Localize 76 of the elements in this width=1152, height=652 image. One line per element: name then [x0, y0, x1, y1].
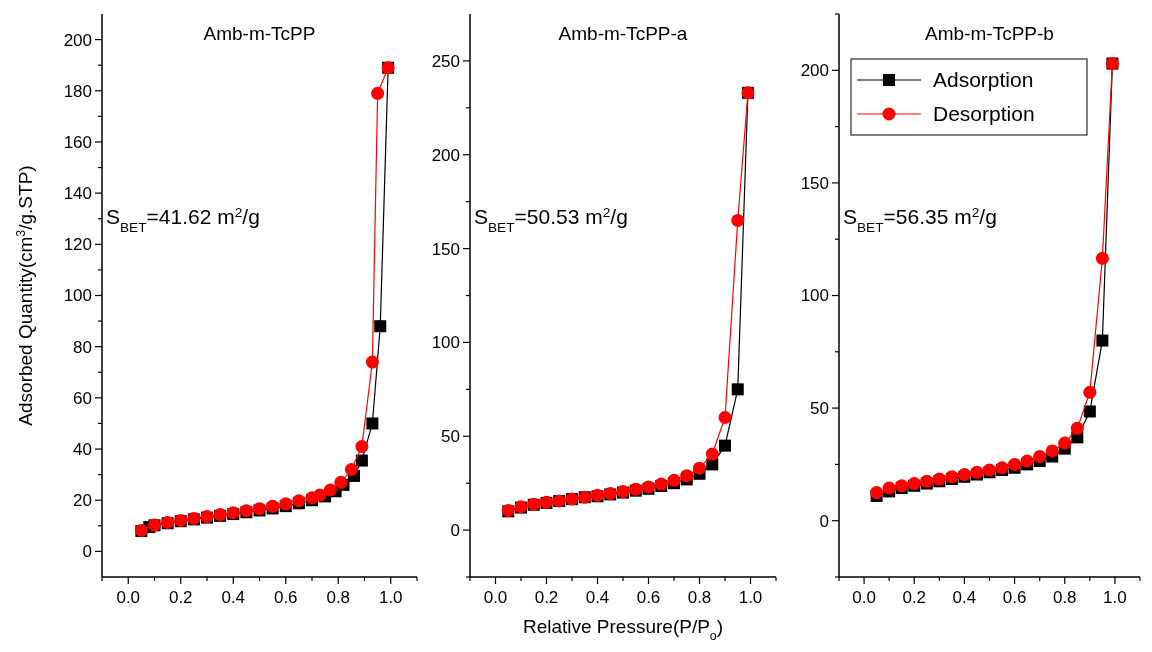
y-tick-label: 250 — [431, 51, 460, 71]
x-tick-label: 0.8 — [1052, 588, 1077, 607]
point — [1008, 457, 1022, 471]
point — [1020, 454, 1034, 468]
point — [719, 439, 731, 452]
point — [680, 469, 694, 483]
point — [731, 213, 745, 227]
point — [323, 483, 337, 497]
x-tick-label: 1.0 — [738, 588, 763, 607]
x-tick-label: 0.8 — [326, 588, 351, 607]
y-tick-label: 200 — [63, 30, 92, 50]
x-tick-label: 0.6 — [636, 588, 661, 607]
y-tick-label: 180 — [63, 81, 92, 101]
x-tick-label: 0.8 — [687, 588, 712, 607]
y-tick-label: 100 — [800, 286, 829, 306]
point — [1095, 251, 1109, 265]
x-tick-label: 0.0 — [483, 588, 508, 607]
y-tick-label: 60 — [73, 388, 92, 408]
annotation: S$_{BET}$=56.35 m$^{2}$/g — [843, 204, 997, 235]
point — [365, 355, 379, 369]
y-tick-label: 20 — [73, 491, 92, 511]
y-tick-label: 160 — [63, 132, 92, 152]
point — [374, 320, 387, 333]
y-tick-label: 100 — [63, 286, 92, 306]
y-tick-label: 0 — [450, 521, 460, 541]
point — [366, 417, 379, 430]
y-tick-label: 0 — [82, 542, 92, 562]
legend-label: Adsorption — [933, 68, 1034, 92]
x-tick-label: 0.4 — [952, 588, 977, 607]
legend-label: Desorption — [933, 102, 1035, 126]
y-tick-label: 140 — [63, 184, 92, 204]
x-tick-label: 1.0 — [378, 588, 403, 607]
y-tick-label: 50 — [441, 427, 460, 447]
x-tick-label: 0.0 — [852, 588, 876, 607]
point — [1070, 421, 1084, 435]
point — [355, 454, 368, 467]
y-tick-label: 80 — [73, 337, 92, 357]
x-tick-label: 0.6 — [273, 588, 298, 607]
point — [1083, 385, 1097, 399]
x-tick-label: 0.0 — [116, 588, 141, 607]
point — [1045, 444, 1059, 458]
y-tick-label: 200 — [800, 61, 829, 81]
x-tick-label: 0.2 — [534, 588, 559, 607]
text: Amb-m-TcPP-a — [558, 23, 688, 44]
x-tick-label: 0.4 — [585, 588, 610, 607]
y-tick-label: 40 — [73, 440, 92, 459]
x-tick-label: 1.0 — [1103, 588, 1127, 607]
point — [1058, 436, 1072, 450]
text: Amb-m-TcPP-b — [925, 23, 1054, 44]
y-tick-label: 50 — [810, 399, 829, 419]
x-tick-label: 0.2 — [168, 588, 193, 607]
point — [1033, 450, 1047, 464]
y-tick-label: 120 — [63, 235, 92, 255]
point — [371, 86, 385, 100]
y-tick-label: 150 — [800, 173, 829, 193]
annotation: S$_{BET}$=41.62 m$^{2}$/g — [106, 204, 260, 235]
point — [667, 473, 681, 487]
text: Amb-m-TcPP — [203, 23, 316, 44]
x-axis-title: Relative Pressure(P/P$_{o}$) — [522, 616, 724, 643]
point — [1096, 334, 1109, 347]
x-tick-label: 0.2 — [902, 588, 927, 607]
point — [731, 383, 744, 396]
annotation: S$_{BET}$=50.53 m$^{2}$/g — [474, 204, 628, 235]
y-tick-label: 100 — [431, 333, 460, 353]
y-tick-label: 0 — [819, 511, 829, 531]
x-tick-label: 0.4 — [221, 588, 246, 607]
point — [1083, 405, 1096, 418]
point — [344, 463, 358, 477]
y-tick-label: 150 — [431, 239, 460, 259]
point — [718, 410, 732, 424]
point — [705, 447, 719, 461]
point — [693, 461, 706, 475]
y-tick-label: 200 — [431, 145, 460, 165]
point — [882, 481, 896, 495]
point — [355, 439, 369, 453]
x-tick-label: 0.6 — [1002, 588, 1027, 607]
